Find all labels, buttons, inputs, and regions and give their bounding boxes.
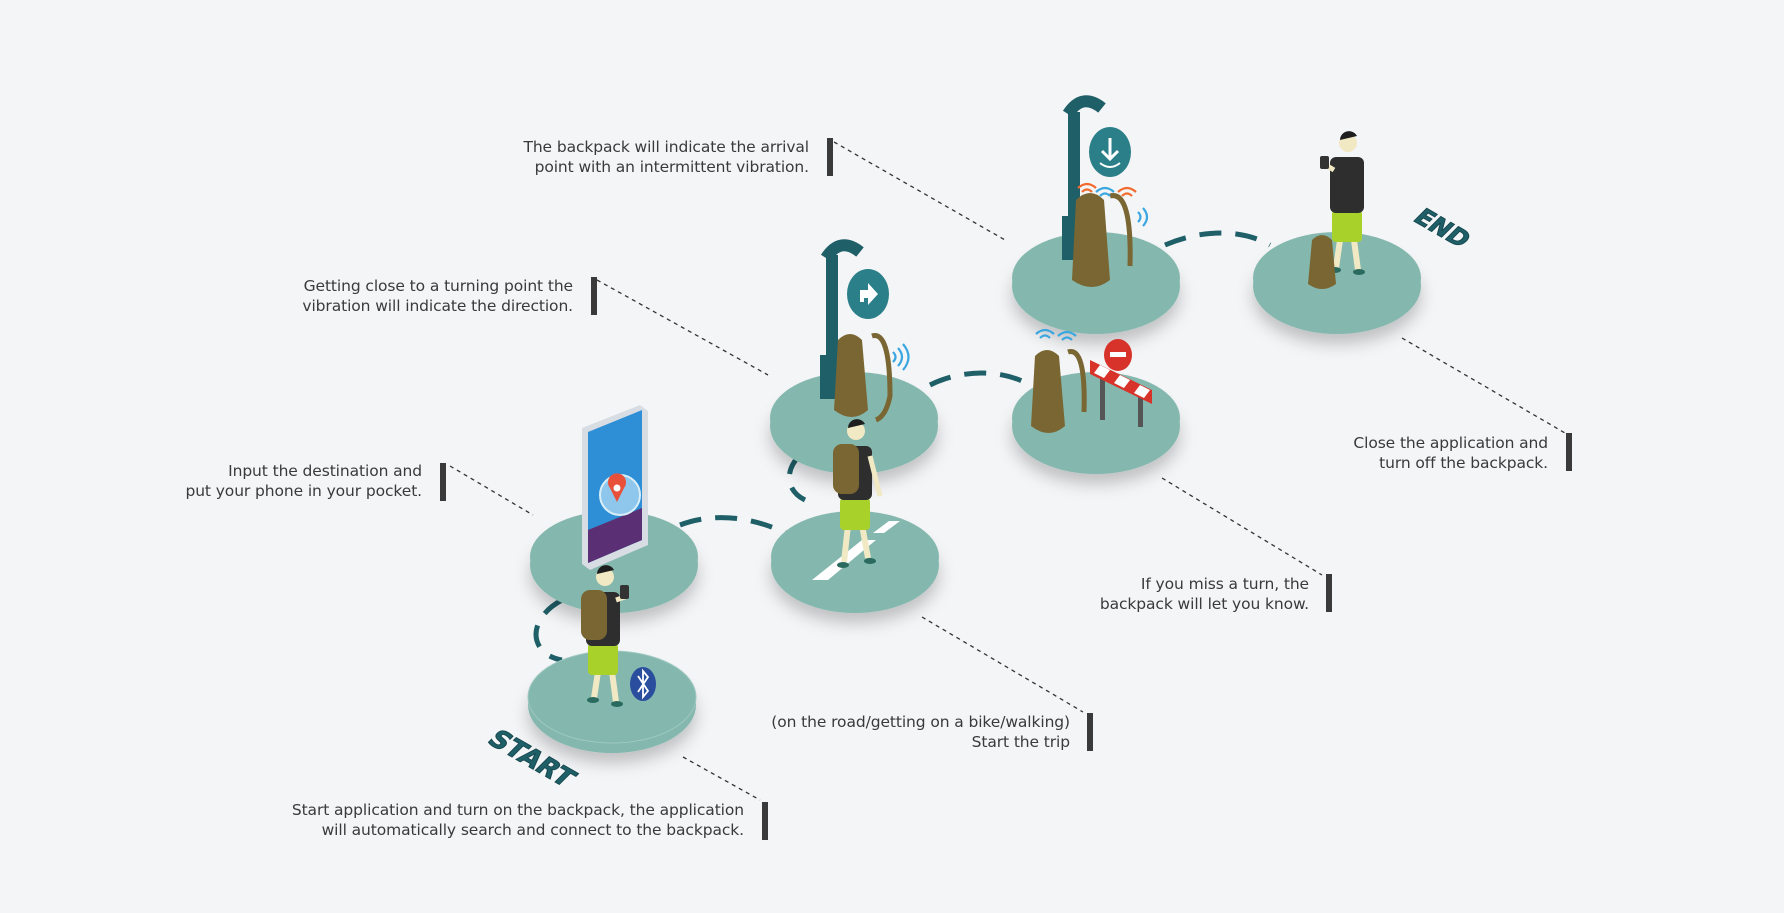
caption-marker-bar <box>440 463 446 501</box>
caption-line: Getting close to a turning point the <box>303 277 573 295</box>
caption-line: Start application and turn on the backpa… <box>291 801 744 819</box>
platform-road <box>771 511 939 613</box>
person-start <box>581 565 629 707</box>
caption-line: Start the trip <box>971 733 1070 751</box>
backpack <box>1308 235 1336 289</box>
caption-marker-bar <box>762 802 768 840</box>
platform-end <box>1253 232 1421 334</box>
caption-turning-point: Getting close to a turning point the vib… <box>302 276 573 316</box>
caption-missed-turn: If you miss a turn, the backpack will le… <box>1100 574 1309 614</box>
road-marking <box>873 521 900 533</box>
caption-line: point with an intermittent vibration. <box>534 158 810 176</box>
caption-arrival: The backpack will indicate the arrival p… <box>523 137 809 177</box>
caption-line: Close the application and <box>1353 434 1548 452</box>
person-end <box>1320 131 1365 275</box>
caption-line: turn off the backpack. <box>1379 454 1548 472</box>
end-marker: END <box>1407 203 1478 253</box>
caption-line: vibration will indicate the direction. <box>302 297 573 315</box>
caption-start-trip: (on the road/getting on a bike/walking) … <box>771 712 1070 752</box>
bluetooth-icon <box>630 667 656 701</box>
journey-path <box>533 230 1272 663</box>
caption-input-destination: Input the destination and put your phone… <box>185 461 422 501</box>
caption-line: Input the destination and <box>228 462 422 480</box>
caption-marker-bar <box>1326 574 1332 612</box>
caption-marker-bar <box>1566 433 1572 471</box>
backpack <box>1072 193 1133 287</box>
caption-line: backpack will let you know. <box>1099 595 1309 613</box>
platform-start <box>527 650 697 753</box>
turn-arrow-sign-icon <box>820 239 889 399</box>
person-walking <box>833 419 883 568</box>
caption-marker-bar <box>1087 713 1093 751</box>
caption-line: will automatically search and connect to… <box>321 821 744 839</box>
backpack <box>1031 349 1087 433</box>
leader-lines <box>449 141 1566 801</box>
caption-line: (on the road/getting on a bike/walking) <box>771 713 1070 731</box>
end-marker-text: END <box>1408 203 1478 252</box>
vibration-waves-icon <box>892 343 910 371</box>
caption-line: put your phone in your pocket. <box>185 482 422 500</box>
caption-close-app: Close the application and turn off the b… <box>1353 433 1548 473</box>
vibration-waves-icon <box>1035 328 1077 341</box>
roadblock-icon <box>1090 339 1152 427</box>
smartphone-map-icon <box>582 405 648 570</box>
caption-line: The backpack will indicate the arrival <box>523 138 809 156</box>
caption-start-app: Start application and turn on the backpa… <box>292 800 744 840</box>
backpack <box>834 333 893 423</box>
caption-marker-bar <box>591 277 597 315</box>
caption-line: If you miss a turn, the <box>1140 575 1309 593</box>
caption-marker-bar <box>827 138 833 176</box>
vibration-waves-icon <box>1077 182 1149 227</box>
